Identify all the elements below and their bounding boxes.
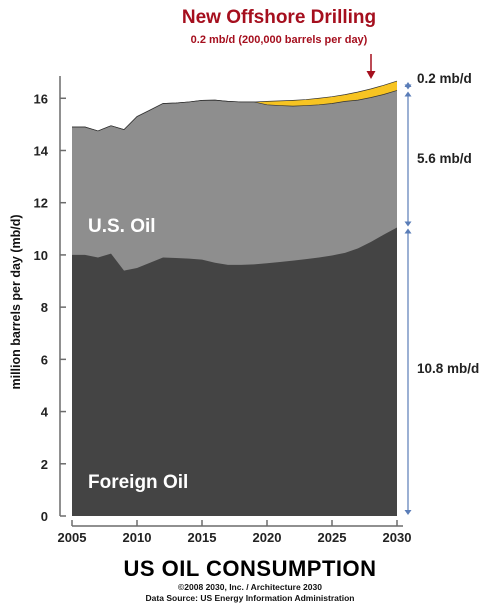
y-tick-label: 0	[41, 509, 48, 524]
chart-areas	[72, 80, 398, 517]
annotation-title: New Offshore Drilling	[182, 7, 376, 28]
x-tick-label: 2010	[123, 530, 152, 545]
oil-consumption-chart: 0 2 4 6 8 10 12 14 16 2005 2010 2015 2020 2025 2030 mil…	[9, 7, 479, 545]
y-axis-label: million barrels per day (mb/d)	[9, 214, 23, 389]
footer-copyright: ©2008 2030, Inc. / Architecture 2030	[178, 582, 322, 592]
y-tick-label: 10	[34, 248, 48, 263]
chart-brackets: 0.2 mb/d 5.6 mb/d 10.8 mb/d	[404, 71, 479, 515]
bracket-label: 10.8 mb/d	[417, 361, 479, 376]
bracket-label: 5.6 mb/d	[417, 151, 472, 166]
bracket-arrow-up	[404, 228, 412, 234]
chart-axes: 0 2 4 6 8 10 12 14 16 2005 2010 2015 2020 2025 2030 mil…	[9, 76, 411, 545]
x-tick-label: 2015	[188, 530, 217, 545]
bracket-arrow-down	[404, 221, 412, 227]
y-tick-label: 14	[34, 143, 49, 158]
footer-source: Data Source: US Energy Information Admin…	[145, 593, 355, 603]
label-foreign-oil: Foreign Oil	[88, 472, 188, 493]
annotation-arrow-head	[366, 71, 376, 79]
bracket-arrow-down	[404, 510, 412, 515]
chart-annotation: New Offshore Drilling 0.2 mb/d (200,000 b…	[182, 7, 376, 79]
chart-footer: US OIL CONSUMPTION ©2008 2030, Inc. / Ar…	[0, 556, 500, 604]
y-tick-label: 12	[34, 196, 48, 211]
y-tick-label: 16	[34, 91, 48, 106]
x-tick-label: 2030	[383, 530, 412, 545]
annotation-subtitle: 0.2 mb/d (200,000 barrels per day)	[191, 34, 368, 46]
y-tick-label: 2	[41, 457, 48, 472]
area-foreign-oil	[72, 227, 397, 517]
y-tick-label: 8	[41, 300, 48, 315]
label-us-oil: U.S. Oil	[88, 216, 156, 237]
bracket-arrow-down	[404, 84, 412, 90]
bracket-label: 0.2 mb/d	[417, 71, 472, 86]
bracket-arrow-up	[404, 91, 412, 97]
chart-labels: U.S. Oil Foreign Oil	[88, 216, 188, 493]
outline-u-s-oil	[72, 90, 398, 132]
y-tick-label: 4	[41, 405, 49, 420]
footer-title: US OIL CONSUMPTION	[123, 556, 377, 581]
x-tick-label: 2020	[253, 530, 282, 545]
y-tick-label: 6	[41, 352, 48, 367]
x-tick-label: 2025	[318, 530, 347, 545]
x-tick-label: 2005	[58, 530, 87, 545]
